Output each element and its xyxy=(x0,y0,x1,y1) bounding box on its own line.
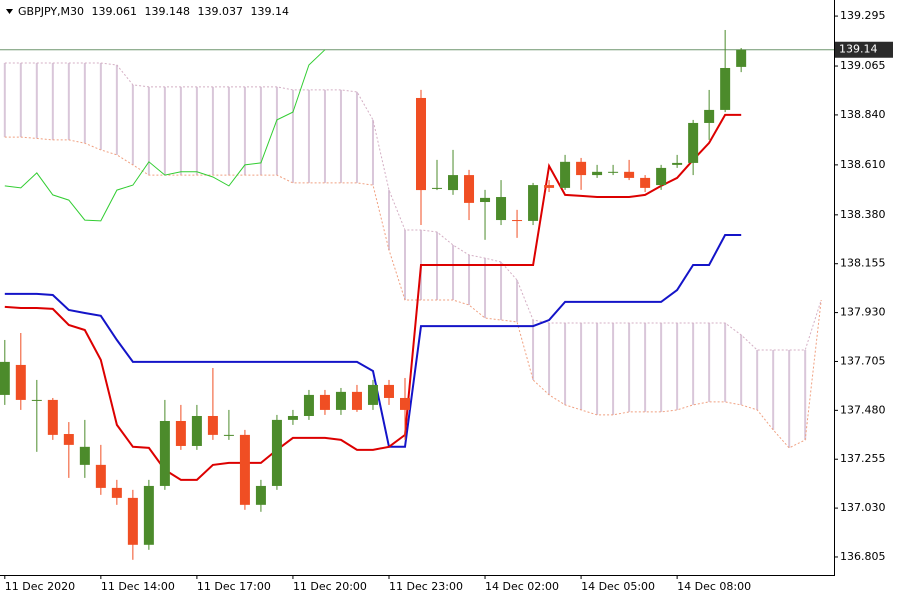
candle-body xyxy=(448,175,459,191)
indicator-line xyxy=(4,49,326,222)
candle-body xyxy=(688,122,699,163)
y-tick-label: 139.065 xyxy=(840,59,886,72)
candle-body xyxy=(271,419,282,486)
plot-area xyxy=(0,29,834,560)
candle-body xyxy=(127,497,138,545)
candle-body xyxy=(736,49,747,67)
open-value: 139.061 xyxy=(92,5,138,18)
candle-body xyxy=(608,171,619,173)
candle-body xyxy=(351,391,362,410)
candle-body xyxy=(672,162,683,165)
menu-arrow[interactable] xyxy=(6,9,13,14)
indicator-line xyxy=(4,234,742,448)
candle-body xyxy=(720,67,731,110)
candle-body xyxy=(383,384,394,398)
candle-body xyxy=(704,109,715,123)
y-tick-label: 137.480 xyxy=(840,403,886,416)
y-tick-label: 138.155 xyxy=(840,257,886,270)
candle-body xyxy=(432,187,443,189)
x-tick-label: 11 Dec 23:00 xyxy=(389,580,463,593)
candle-body xyxy=(560,161,571,188)
y-tick-label: 138.840 xyxy=(840,108,886,121)
symbol: GBPJPY,M30 xyxy=(18,5,84,18)
x-tick-label: 14 Dec 02:00 xyxy=(485,580,559,593)
cloud-span-a xyxy=(4,136,822,449)
candle-body xyxy=(207,415,218,435)
indicator-line xyxy=(4,113,742,481)
x-tick-label: 14 Dec 08:00 xyxy=(677,580,751,593)
candle-body xyxy=(367,384,378,405)
candle-body xyxy=(656,167,667,186)
cloud-span-b xyxy=(4,62,822,351)
candle-body xyxy=(464,175,475,203)
y-tick-label: 138.610 xyxy=(840,158,886,171)
high-value: 139.148 xyxy=(145,5,191,18)
price-label: 139.14 xyxy=(839,43,878,56)
candle-body xyxy=(335,391,346,410)
chart-header: GBPJPY,M30 139.061 139.148 139.037 139.1… xyxy=(18,5,289,18)
x-tick-label: 11 Dec 17:00 xyxy=(197,580,271,593)
y-tick-label: 137.255 xyxy=(840,452,886,465)
candle-body xyxy=(111,487,122,498)
candle-body xyxy=(239,434,250,505)
x-tick-label: 11 Dec 14:00 xyxy=(101,580,175,593)
candle-body xyxy=(143,485,154,545)
y-tick-label: 137.705 xyxy=(840,354,886,367)
candle-body xyxy=(0,361,10,395)
candle-body xyxy=(47,399,58,435)
candle-body xyxy=(640,177,651,188)
candle-body xyxy=(528,185,539,221)
y-tick-label: 137.030 xyxy=(840,501,886,514)
x-tick-label: 14 Dec 05:00 xyxy=(581,580,655,593)
candle-body xyxy=(223,434,234,436)
candle-body xyxy=(544,185,555,188)
low-value: 139.037 xyxy=(198,5,244,18)
candle-body xyxy=(15,364,26,400)
candle-body xyxy=(496,197,507,221)
candle-body xyxy=(79,446,90,465)
candle-body xyxy=(576,161,587,176)
candle-body xyxy=(480,197,491,203)
candle-body xyxy=(175,420,186,446)
y-tick-label: 136.805 xyxy=(840,550,886,563)
y-tick-label: 139.295 xyxy=(840,9,886,22)
candle-body xyxy=(31,399,42,401)
candle-body xyxy=(319,394,330,410)
candle-body xyxy=(399,397,410,410)
candle-body xyxy=(63,434,74,445)
candle-body xyxy=(303,394,314,416)
close-value: 139.14 xyxy=(251,5,290,18)
candle-body xyxy=(592,171,603,176)
candle-body xyxy=(512,220,523,222)
candle-body xyxy=(287,415,298,420)
price-label-box xyxy=(835,41,893,58)
candle-body xyxy=(416,97,427,191)
y-tick-label: 138.380 xyxy=(840,208,886,221)
candle-body xyxy=(95,464,106,488)
x-tick-label: 11 Dec 2020 xyxy=(5,580,75,593)
candle-body xyxy=(624,171,635,178)
candle-body xyxy=(255,485,266,505)
candle-body xyxy=(191,415,202,446)
candle-body xyxy=(159,420,170,486)
y-tick-label: 137.930 xyxy=(840,306,886,319)
x-tick-label: 11 Dec 20:00 xyxy=(293,580,367,593)
